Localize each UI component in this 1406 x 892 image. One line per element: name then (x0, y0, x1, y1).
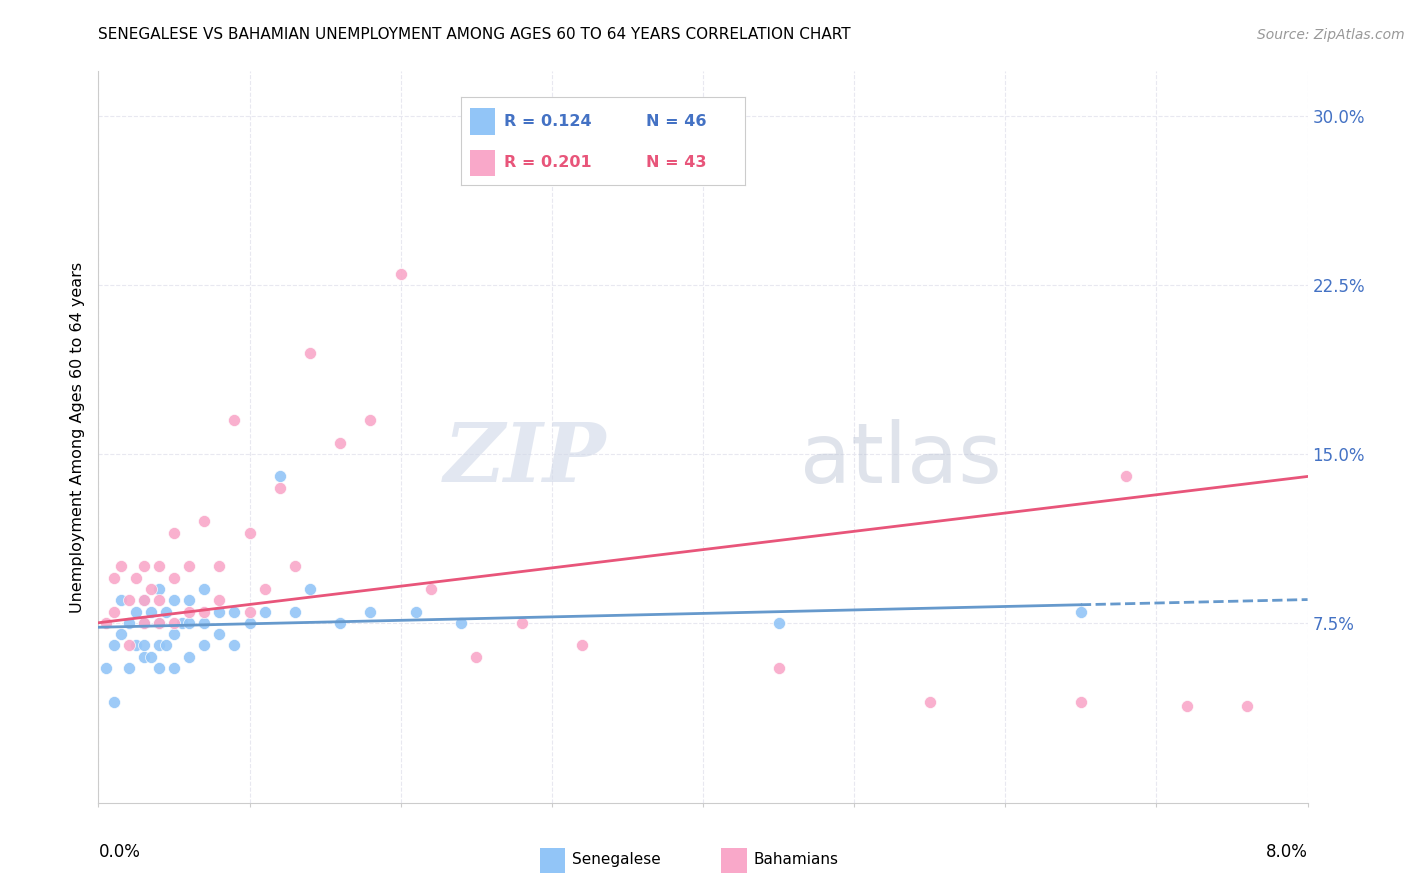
Point (132, 615, 155, 630)
Point (118, 661, 141, 675)
Point (208, 627, 231, 641)
Point (141, 582, 163, 596)
Point (118, 593, 141, 607)
Text: atlas: atlas (800, 418, 1001, 500)
Point (125, 638, 148, 652)
Point (141, 649, 163, 664)
Point (329, 615, 352, 630)
Point (208, 605, 231, 619)
Point (360, 413, 382, 427)
Point (132, 638, 155, 652)
Text: 8.0%: 8.0% (1265, 843, 1308, 861)
Point (239, 615, 262, 630)
Point (224, 605, 246, 619)
Point (918, 694, 941, 708)
Text: Source: ZipAtlas.com: Source: ZipAtlas.com (1257, 29, 1405, 42)
Point (163, 571, 186, 585)
Point (1070, 694, 1092, 708)
Point (148, 615, 170, 630)
Point (193, 582, 215, 596)
Point (253, 582, 276, 596)
Point (148, 559, 170, 574)
Point (125, 605, 148, 619)
Point (450, 615, 472, 630)
Text: 0.0%: 0.0% (98, 843, 141, 861)
Point (132, 593, 155, 607)
Point (269, 469, 291, 483)
Point (103, 638, 125, 652)
Point (179, 593, 201, 607)
Point (193, 615, 215, 630)
Point (253, 605, 276, 619)
Point (571, 638, 593, 652)
Point (94, 661, 117, 675)
Point (193, 638, 215, 652)
Point (1175, 699, 1198, 714)
Point (768, 615, 790, 630)
Point (148, 661, 170, 675)
Point (1236, 699, 1258, 714)
Point (465, 649, 488, 664)
Point (299, 345, 322, 359)
Point (239, 605, 262, 619)
Point (163, 593, 186, 607)
Point (1115, 469, 1137, 483)
Point (208, 559, 231, 574)
Point (163, 615, 186, 630)
Point (170, 615, 193, 630)
Point (193, 605, 215, 619)
Point (110, 559, 132, 574)
Point (405, 605, 427, 619)
Point (179, 559, 201, 574)
Point (141, 605, 163, 619)
Point (103, 571, 125, 585)
Point (360, 605, 382, 619)
Point (163, 627, 186, 641)
Point (284, 605, 307, 619)
Point (132, 649, 155, 664)
Point (224, 413, 246, 427)
Point (193, 515, 215, 529)
Point (118, 638, 141, 652)
Point (239, 525, 262, 540)
Point (510, 615, 533, 630)
Point (94, 615, 117, 630)
Point (103, 605, 125, 619)
Point (179, 615, 201, 630)
Point (389, 267, 412, 281)
Point (148, 582, 170, 596)
Point (284, 559, 307, 574)
Point (132, 559, 155, 574)
Point (329, 435, 352, 450)
Point (179, 649, 201, 664)
Point (148, 593, 170, 607)
Point (155, 605, 177, 619)
Point (163, 661, 186, 675)
Point (768, 661, 790, 675)
Point (224, 638, 246, 652)
Point (110, 627, 132, 641)
Point (103, 694, 125, 708)
Point (155, 638, 177, 652)
Point (132, 615, 155, 630)
Point (1070, 605, 1092, 619)
Point (208, 593, 231, 607)
Point (110, 593, 132, 607)
Point (163, 525, 186, 540)
Point (118, 615, 141, 630)
Point (420, 582, 443, 596)
Text: ZIP: ZIP (444, 419, 606, 499)
Point (299, 582, 322, 596)
Point (125, 571, 148, 585)
Point (269, 481, 291, 495)
Point (148, 615, 170, 630)
Text: SENEGALESE VS BAHAMIAN UNEMPLOYMENT AMONG AGES 60 TO 64 YEARS CORRELATION CHART: SENEGALESE VS BAHAMIAN UNEMPLOYMENT AMON… (98, 27, 851, 42)
Y-axis label: Unemployment Among Ages 60 to 64 years: Unemployment Among Ages 60 to 64 years (69, 261, 84, 613)
Point (132, 593, 155, 607)
Point (148, 638, 170, 652)
Point (179, 605, 201, 619)
